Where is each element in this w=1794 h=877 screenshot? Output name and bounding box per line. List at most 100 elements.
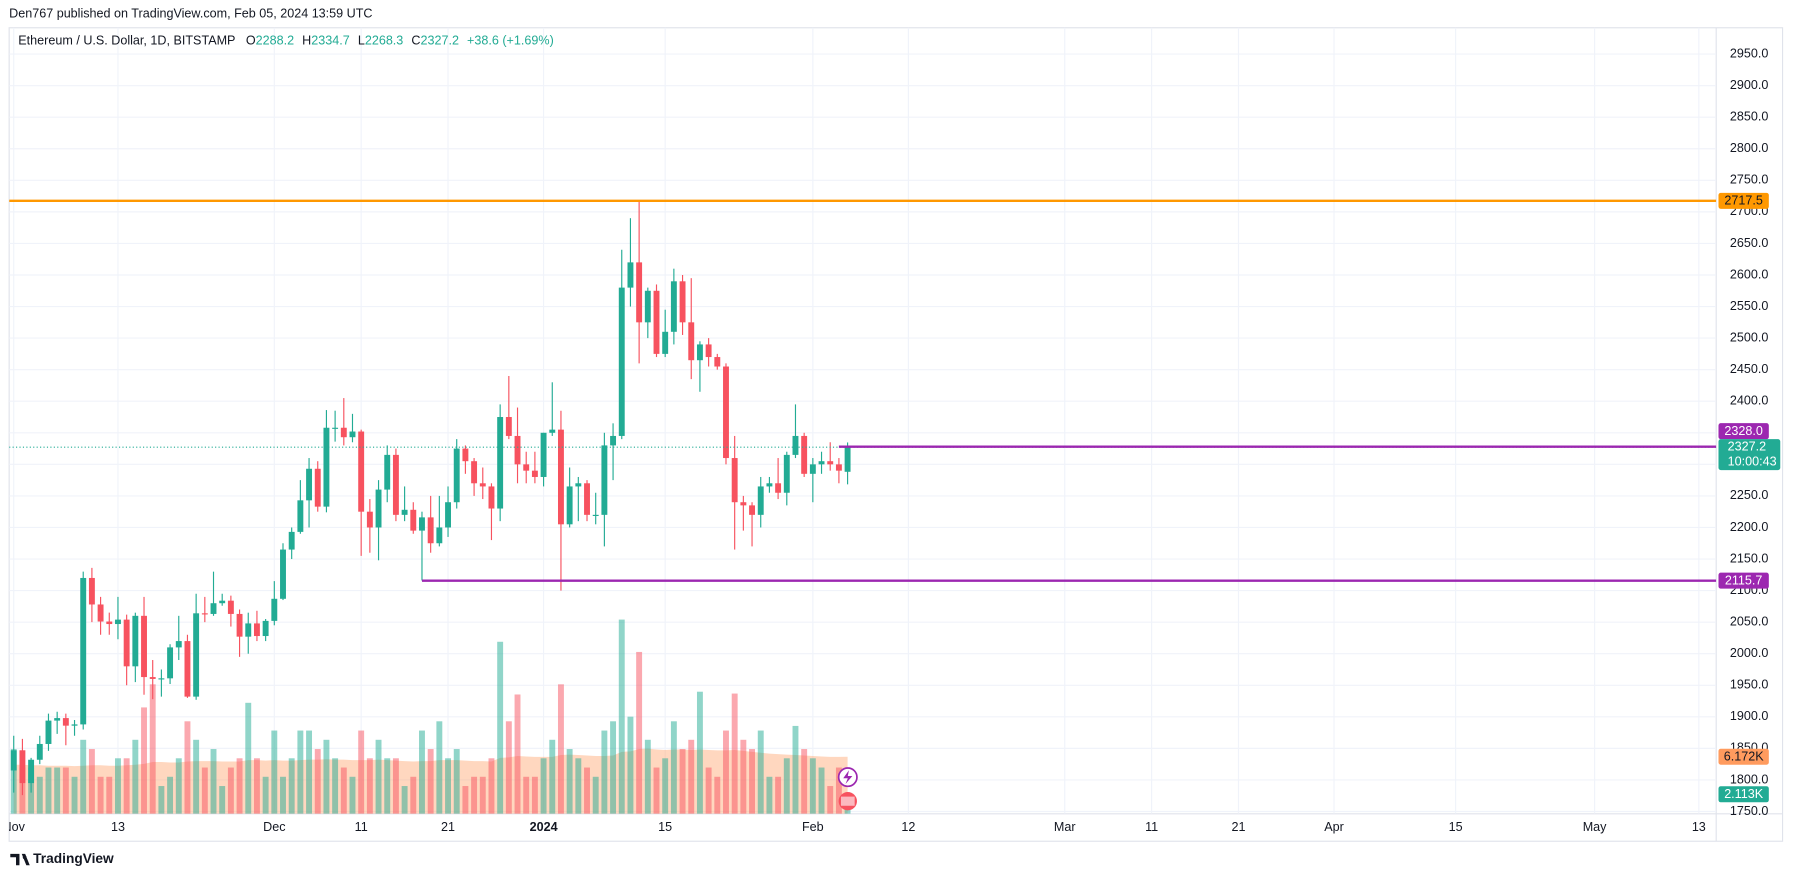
x-tick-label: 2024 (530, 820, 558, 834)
candle-body (193, 613, 200, 697)
y-tick-label: 2850.0 (1730, 110, 1768, 124)
candle-body (392, 454, 399, 515)
candle-body (696, 344, 703, 361)
volume-bar (783, 758, 790, 814)
volume-bar (54, 767, 61, 814)
candle-body (462, 448, 469, 462)
candle-body (479, 483, 486, 487)
candle-body (540, 432, 547, 477)
price-axis: 1750.01800.01850.01900.01950.02000.02050… (1718, 46, 1781, 818)
candle-body (384, 454, 391, 490)
volume-bar (436, 721, 443, 814)
candle-body (358, 431, 365, 512)
y-tick-label: 2550.0 (1730, 299, 1768, 313)
volume-bar (358, 730, 365, 814)
volume-bar (818, 767, 825, 814)
volume-bar (575, 758, 582, 814)
volume-bar (201, 767, 208, 814)
x-tick-label: 13 (1692, 820, 1706, 834)
volume-bar (662, 758, 669, 814)
volume-bar (184, 721, 191, 814)
legend-letter: O (246, 34, 256, 48)
candle-body (28, 759, 35, 784)
legend-close: 2327.2 (420, 34, 458, 48)
volume-bar (175, 758, 182, 814)
countdown-label: 10:00:43 (1728, 454, 1777, 468)
candle-body (375, 489, 382, 528)
candle-body (349, 431, 356, 438)
candle-body (149, 677, 156, 679)
y-tick-label: 2650.0 (1730, 236, 1768, 250)
volume-bar (523, 776, 530, 814)
candle-body (201, 613, 208, 615)
candle-body (236, 613, 243, 637)
volume-bar (479, 776, 486, 814)
candle-body (10, 750, 17, 771)
volume-bar (384, 758, 391, 814)
y-tick-label: 2400.0 (1730, 394, 1768, 408)
y-tick-label: 2950.0 (1730, 46, 1768, 60)
volume-bar (731, 693, 738, 814)
x-tick-label: 12 (901, 820, 915, 834)
volume-bar (462, 786, 469, 814)
volume-bar (149, 684, 156, 814)
candle-body (314, 468, 321, 507)
candle-body (141, 615, 147, 678)
y-tick-label: 1750.0 (1730, 804, 1768, 818)
candle-body (488, 486, 495, 509)
volume-label: 2.113K (1724, 787, 1764, 801)
volume-ma-label: 6.172K (1724, 750, 1764, 764)
y-tick-label: 1900.0 (1730, 709, 1768, 723)
volume-bar (236, 758, 243, 814)
candle-body (610, 435, 617, 446)
candle-body (210, 603, 217, 614)
volume-bar (749, 749, 755, 814)
x-tick-label: 21 (441, 820, 455, 834)
volume-bar (158, 786, 165, 814)
candle-body (653, 290, 660, 354)
grid (9, 27, 1717, 814)
volume-bar (306, 730, 313, 814)
y-tick-label: 2750.0 (1730, 173, 1768, 187)
volume-bar (618, 619, 625, 814)
volume-bar (297, 730, 304, 814)
candle-body (427, 517, 434, 544)
volume-bar (71, 776, 78, 814)
x-tick-label: Apr (1324, 820, 1344, 834)
candle-body (19, 750, 26, 784)
candle-body (184, 641, 191, 697)
candle-body (801, 435, 808, 474)
y-tick-label: 2050.0 (1730, 614, 1768, 628)
volume-bar (714, 776, 721, 814)
price-tag-label: 2115.7 (1725, 574, 1763, 588)
candle-body (453, 448, 460, 503)
last-price-tag (1718, 439, 1781, 471)
legend-letter: C (411, 34, 420, 48)
legend-letter: L (358, 34, 365, 48)
volume-bar (219, 786, 226, 814)
y-tick-label: 1950.0 (1730, 678, 1768, 692)
candle-body (775, 483, 782, 493)
volume-bar (653, 767, 660, 814)
candle-body (366, 511, 373, 528)
x-tick-label: Mar (1054, 820, 1076, 834)
candle-body (436, 527, 443, 544)
candle-body (592, 514, 599, 516)
y-tick-label: 2000.0 (1730, 646, 1768, 660)
x-tick-label: Feb (802, 820, 824, 834)
x-tick-label: 13 (111, 820, 125, 834)
y-tick-label: 2600.0 (1730, 267, 1768, 281)
candle-body (45, 720, 52, 744)
volume-bar (401, 786, 408, 814)
candle-body (549, 429, 556, 433)
candle-body (323, 427, 330, 507)
candle-body (253, 623, 260, 637)
candle-body (688, 322, 695, 361)
candle-body (740, 502, 747, 506)
y-tick-label: 1800.0 (1730, 772, 1768, 786)
volume-bar (705, 767, 712, 814)
volume-bar (167, 776, 174, 814)
candle-body (557, 429, 564, 525)
y-tick-label: 2150.0 (1730, 551, 1768, 565)
